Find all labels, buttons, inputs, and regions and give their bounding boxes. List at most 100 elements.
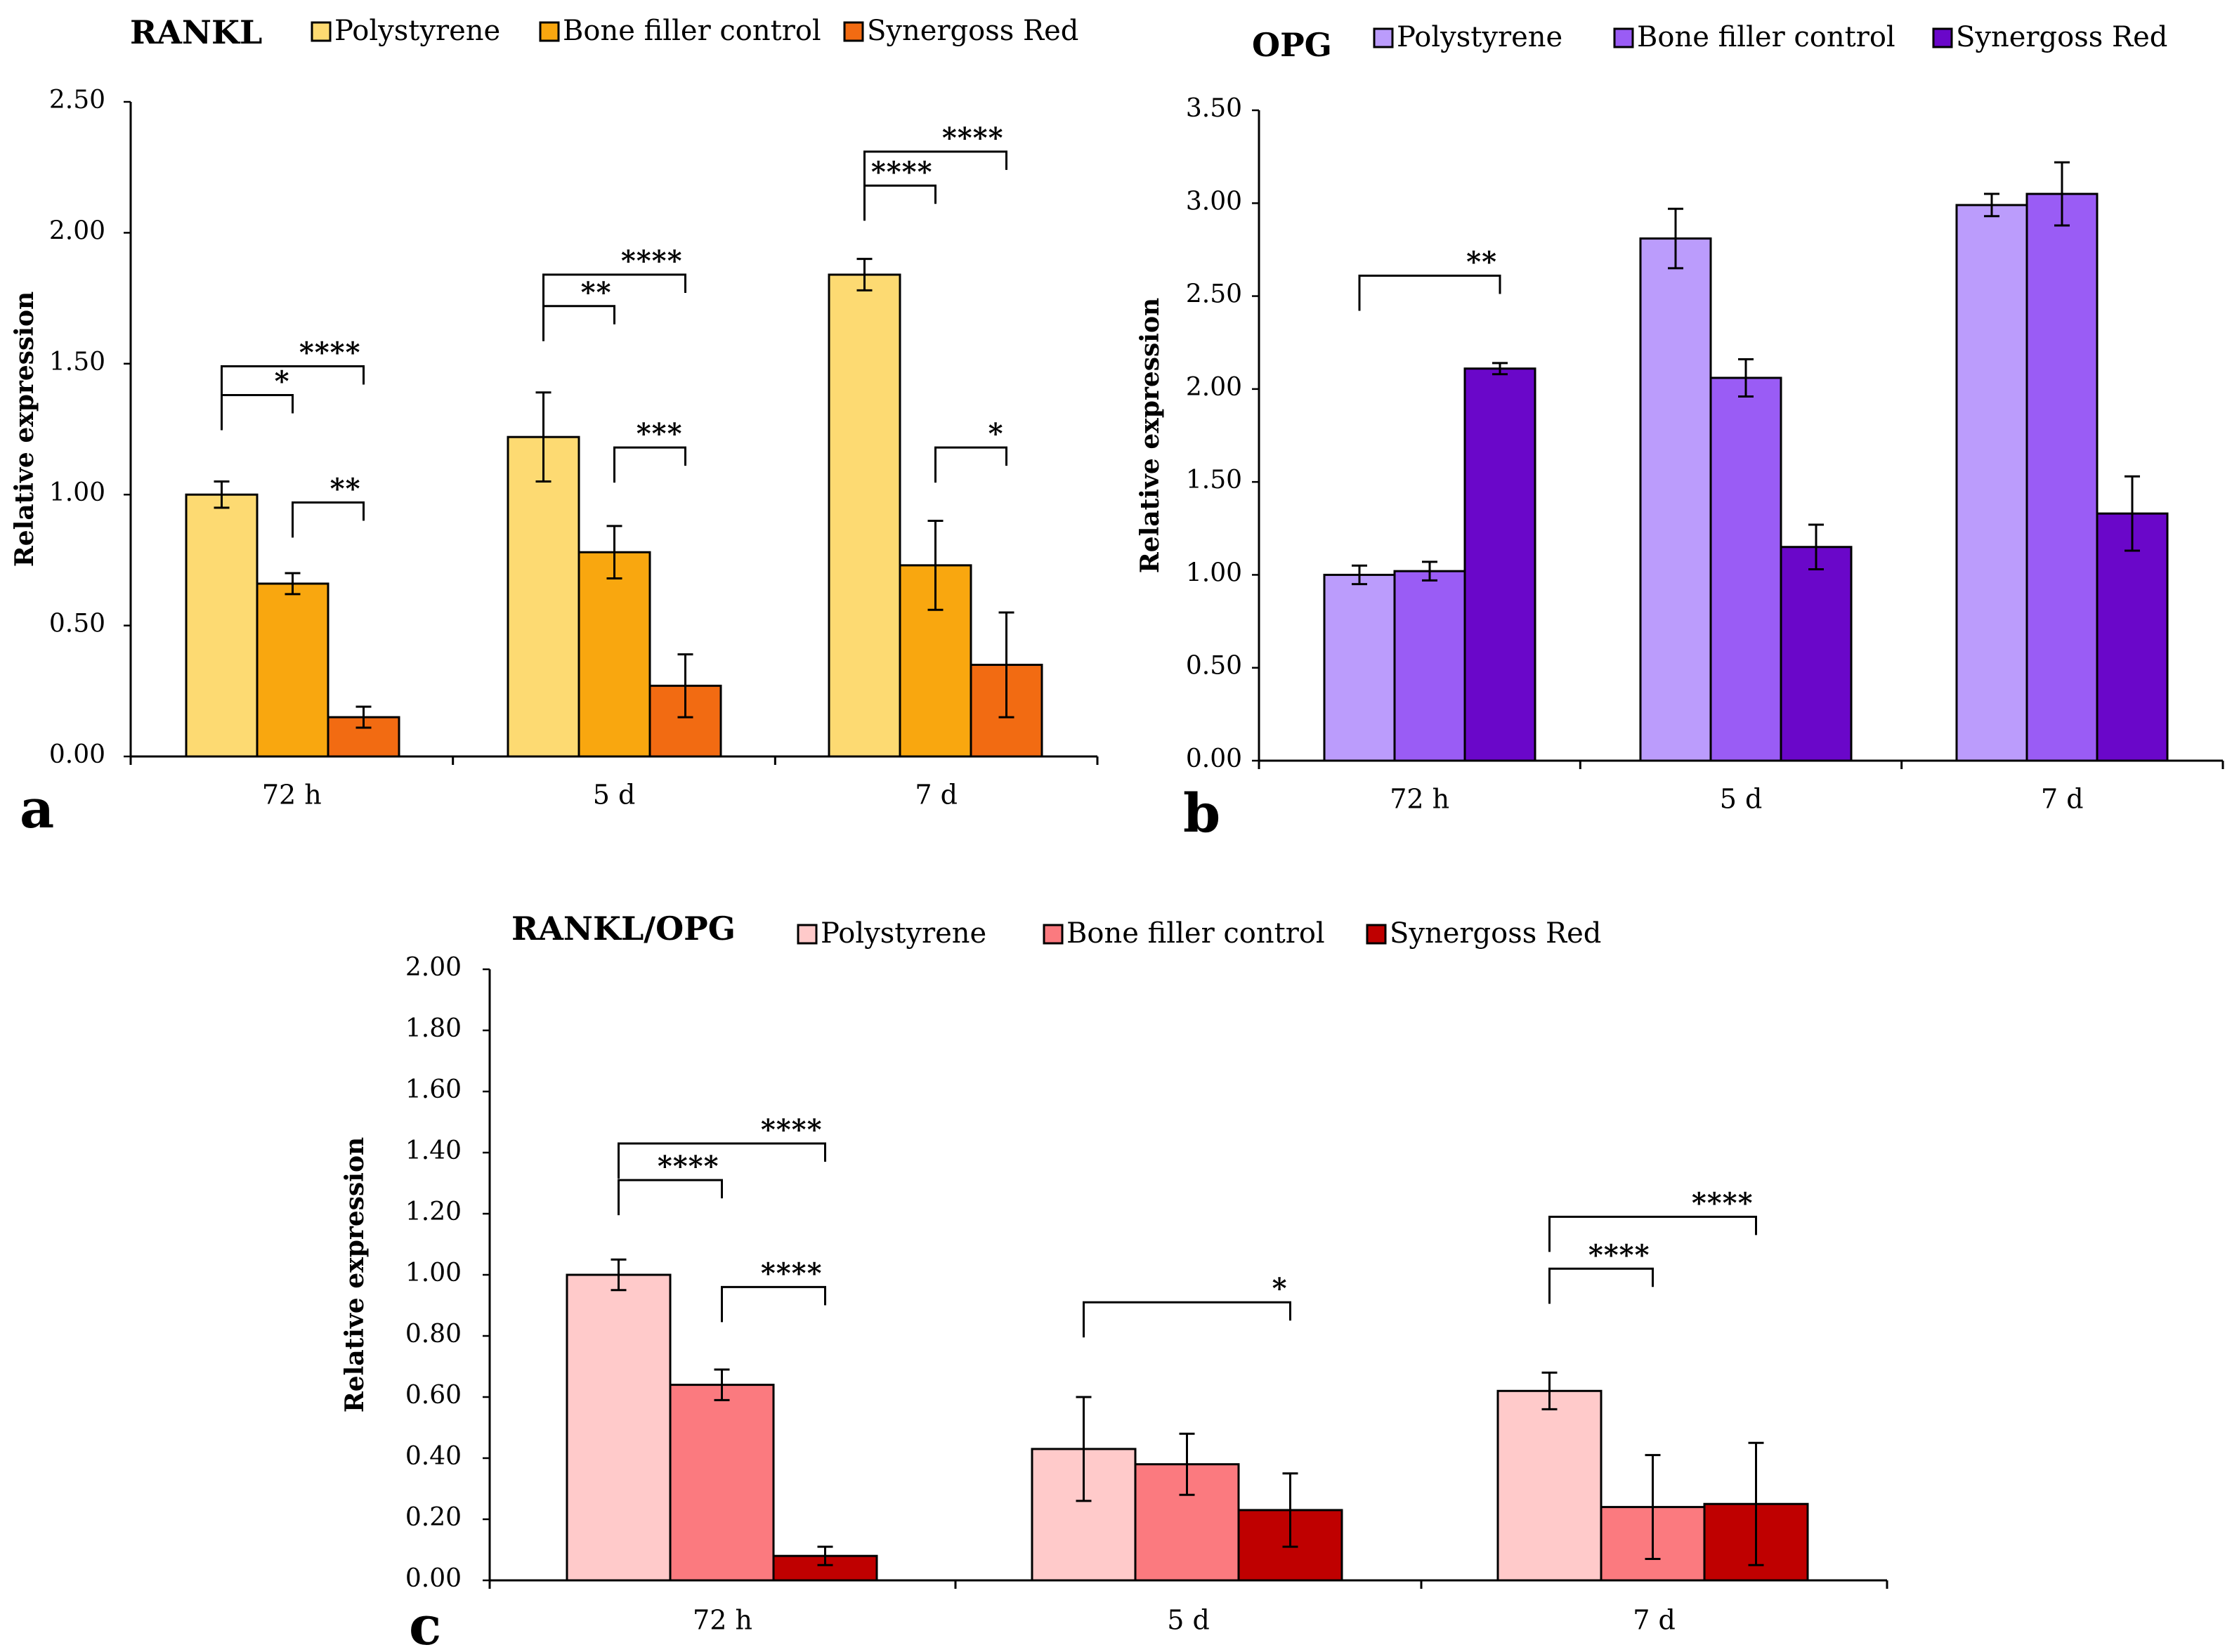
y-tick-label: 0.60 [405,1381,462,1410]
legend-label-2: Synergoss Red [1956,21,2167,53]
significance-bracket [863,184,936,221]
bar-c-0-0 [566,1273,672,1582]
y-tick-label: 1.50 [1186,466,1242,494]
chart-panel-c: RANKL/OPG Polystyrene Bone filler control S… [340,910,1888,1652]
y-tick-label: 1.00 [405,1259,462,1287]
legend-label-2: Synergoss Red [867,15,1078,47]
x-tick-label: 72 h [693,1605,752,1636]
y-tick-label: 0.20 [405,1503,462,1532]
bar-b-2-0 [1955,204,2028,762]
legend-label-0: Polystyrene [334,15,500,47]
significance-label: * [988,417,1004,450]
legend-swatch-2 [1366,924,1387,945]
x-tick-label: 7 d [915,780,958,811]
legend-label-0: Polystyrene [821,917,986,950]
significance-bracket [934,446,1007,483]
bar-a-1-0 [507,435,580,758]
y-tick-label: 2.50 [1186,280,1242,309]
legend-label-1: Bone filler control [1066,917,1325,950]
legend-swatch-0 [797,924,818,945]
bar-c-0-1 [669,1384,775,1582]
y-tick-label: 0.40 [405,1442,462,1471]
significance-bracket [863,150,1007,187]
y-tick-label: 0.50 [49,610,105,638]
bar-b-1-2 [1780,546,1853,762]
x-tick-label: 5 d [1720,784,1763,815]
y-tick-label: 1.40 [405,1136,462,1165]
significance-bracket [542,273,686,310]
y-tick-label: 1.60 [405,1075,462,1104]
x-tick-label: 5 d [1167,1605,1210,1636]
significance-label: **** [871,155,933,188]
y-tick-label: 0.50 [1186,652,1242,681]
legend-swatch-1 [539,21,560,42]
legend-swatch-1 [1613,27,1634,48]
legend-swatch-0 [1373,27,1394,48]
bar-b-1-0 [1639,237,1712,762]
significance-bracket [542,305,615,341]
y-axis-label: Relative expression [340,1137,370,1412]
chart-title: RANKL/OPG [511,910,736,948]
x-tick-label: 7 d [2041,784,2084,815]
bar-a-1-1 [577,551,651,758]
y-tick-label: 3.50 [1186,94,1242,123]
significance-label: **** [299,336,361,369]
bar-b-0-2 [1463,367,1536,762]
significance-bracket [292,501,365,538]
legend-swatch-0 [311,21,332,42]
panel-letter: b [1183,782,1220,844]
bar-a-0-1 [256,582,329,758]
y-tick-label: 0.80 [405,1320,462,1349]
significance-label: **** [658,1150,719,1183]
bar-b-0-0 [1323,573,1396,762]
significance-bracket [618,1142,826,1179]
significance-label: ** [1466,245,1497,278]
y-axis-label: Relative expression [10,291,39,567]
y-tick-label: 1.00 [49,478,105,507]
significance-label: **** [1588,1238,1650,1271]
legend-swatch-2 [1932,27,1953,48]
chart-panel-b: OPG Polystyrene Bone filler control Synergo… [1135,21,2224,844]
y-tick-label: 2.00 [49,216,105,245]
significance-label: ** [330,472,361,505]
y-tick-label: 2.50 [49,86,105,114]
significance-label: * [1272,1272,1288,1305]
significance-bracket [618,1179,723,1216]
significance-label: **** [761,1113,823,1146]
significance-bracket [1083,1301,1291,1338]
significance-bracket [1358,274,1501,311]
significance-label: *** [637,417,683,450]
bar-b-2-2 [2096,512,2169,762]
y-tick-label: 0.00 [49,740,105,769]
legend-label-1: Bone filler control [1637,21,1895,53]
y-tick-label: 0.00 [1186,745,1242,773]
significance-bracket [1548,1215,1757,1252]
significance-bracket [221,365,365,402]
y-tick-label: 0.00 [405,1564,462,1593]
x-tick-label: 72 h [262,780,322,811]
y-tick-label: 3.00 [1186,187,1242,216]
chart-title: OPG [1252,26,1332,64]
y-tick-label: 2.00 [1186,373,1242,402]
bar-a-2-0 [828,273,901,758]
significance-label: **** [942,122,1004,155]
y-axis-label: Relative expression [1135,298,1165,573]
legend-label-1: Bone filler control [563,15,821,47]
y-tick-label: 1.50 [49,348,105,376]
chart-title: RANKL [130,13,262,51]
bar-c-2-0 [1496,1389,1603,1582]
bar-a-0-0 [185,493,259,758]
significance-label: **** [621,244,683,277]
y-tick-label: 2.00 [405,953,462,982]
bar-b-2-1 [2025,192,2099,762]
significance-label: **** [761,1257,823,1290]
x-tick-label: 72 h [1390,784,1449,815]
significance-bracket [1548,1267,1654,1304]
significance-label: ** [581,276,612,309]
y-tick-label: 1.20 [405,1198,462,1226]
panel-letter: a [20,778,54,840]
panel-letter: c [409,1594,441,1652]
significance-bracket [613,446,686,483]
significance-label: * [275,365,290,398]
